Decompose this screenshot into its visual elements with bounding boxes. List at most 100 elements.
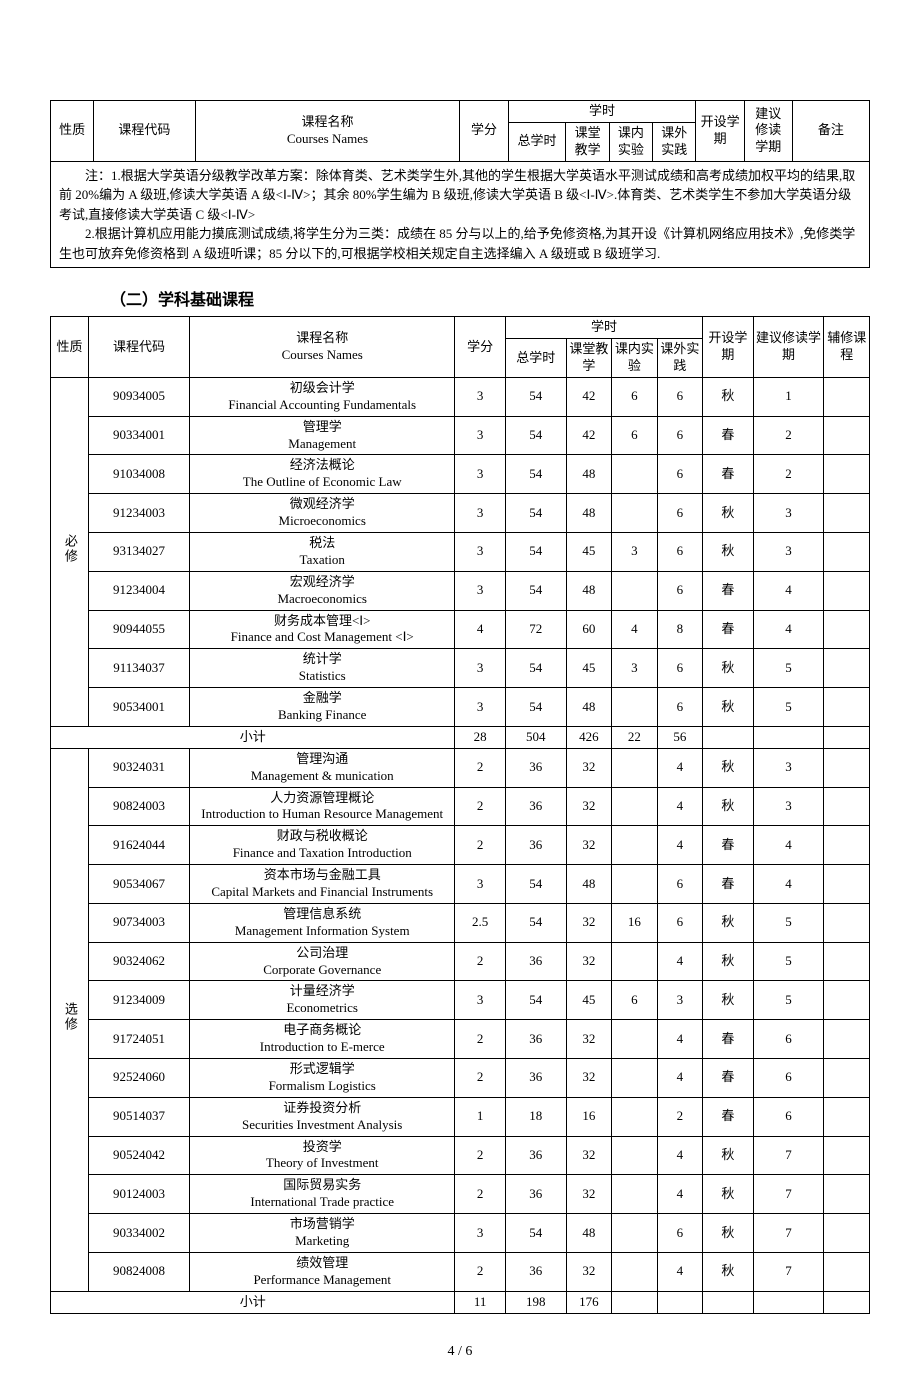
- cell-minor: [824, 748, 870, 787]
- cell-minor: [824, 981, 870, 1020]
- col-in-lab: 课内实验: [609, 122, 652, 161]
- cell-minor: [824, 532, 870, 571]
- cell-lab: [612, 826, 657, 865]
- cell-code: 91034008: [88, 455, 189, 494]
- subtotal-out: 56: [657, 726, 703, 748]
- cell-lab: 6: [612, 377, 657, 416]
- cell-total: 54: [505, 865, 566, 904]
- cell-sugg: 1: [753, 377, 824, 416]
- cell-teach: 32: [566, 748, 611, 787]
- cell-sugg: 2: [753, 455, 824, 494]
- cell-code: 90124003: [88, 1175, 189, 1214]
- cell-term: 秋: [703, 942, 754, 981]
- cell-term: 秋: [703, 748, 754, 787]
- cell-credit: 2: [455, 1175, 506, 1214]
- cell-sugg: 3: [753, 748, 824, 787]
- cell-term: 春: [703, 865, 754, 904]
- subtotal-lab: [612, 1291, 657, 1313]
- table-row: 91134037统计学Statistics3544536秋5: [51, 649, 870, 688]
- cell-out: 6: [657, 377, 703, 416]
- cell-name: 国际贸易实务International Trade practice: [190, 1175, 455, 1214]
- cell-total: 54: [505, 377, 566, 416]
- col-name-cn: 课程名称: [301, 114, 353, 129]
- cell-teach: 48: [566, 688, 611, 727]
- table-row: 91234003微观经济学Microeconomics354486秋3: [51, 494, 870, 533]
- cell-name: 证券投资分析Securities Investment Analysis: [190, 1097, 455, 1136]
- cell-total: 54: [505, 688, 566, 727]
- cell-total: 54: [505, 571, 566, 610]
- subtotal-row: 小计285044262256: [51, 726, 870, 748]
- cell-teach: 42: [566, 377, 611, 416]
- cell-lab: 6: [612, 981, 657, 1020]
- cell-sugg: 7: [753, 1136, 824, 1175]
- cell-name: 管理信息系统Management Information System: [190, 903, 455, 942]
- cell-credit: 3: [455, 532, 506, 571]
- cell-credit: 3: [455, 688, 506, 727]
- cell-minor: [824, 1059, 870, 1098]
- cell-minor: [824, 787, 870, 826]
- cell-credit: 2.5: [455, 903, 506, 942]
- cell-name: 金融学Banking Finance: [190, 688, 455, 727]
- col-credit: 学分: [455, 317, 506, 378]
- cell-credit: 2: [455, 1059, 506, 1098]
- cell-code: 90334001: [88, 416, 189, 455]
- col-sugg-term: 建议 修读 学期: [744, 101, 792, 162]
- table-row: 91234004宏观经济学Macroeconomics354486春4: [51, 571, 870, 610]
- cell-out: 4: [657, 826, 703, 865]
- cell-teach: 32: [566, 787, 611, 826]
- cell-code: 91134037: [88, 649, 189, 688]
- cell-minor: [824, 1136, 870, 1175]
- col-name-en: Courses Names: [287, 131, 368, 146]
- col-code: 课程代码: [88, 317, 189, 378]
- cell-credit: 2: [455, 942, 506, 981]
- cell-total: 36: [505, 1252, 566, 1291]
- cell-lab: [612, 787, 657, 826]
- cell-name: 经济法概论The Outline of Economic Law: [190, 455, 455, 494]
- cell-out: 4: [657, 748, 703, 787]
- subtotal-label: 小计: [51, 726, 455, 748]
- cell-out: 4: [657, 1059, 703, 1098]
- col-hours: 学时: [505, 317, 702, 339]
- cell-sugg: 4: [753, 865, 824, 904]
- table-row: 90824008绩效管理Performance Management236324…: [51, 1252, 870, 1291]
- cell-name: 市场营销学Marketing: [190, 1214, 455, 1253]
- table-row: 91724051电子商务概论Introduction to E-merce236…: [51, 1020, 870, 1059]
- cell-credit: 2: [455, 826, 506, 865]
- sugg-l1: 建议: [755, 106, 781, 121]
- cell-lab: [612, 1175, 657, 1214]
- cell-term: 秋: [703, 377, 754, 416]
- cell-code: 90534001: [88, 688, 189, 727]
- table-row: 90534001金融学Banking Finance354486秋5: [51, 688, 870, 727]
- cell-code: 91624044: [88, 826, 189, 865]
- cell-lab: [612, 571, 657, 610]
- cell-name: 微观经济学Microeconomics: [190, 494, 455, 533]
- cell-sugg: 3: [753, 787, 824, 826]
- subtotal-sugg: [753, 1291, 824, 1313]
- cell-term: 秋: [703, 494, 754, 533]
- col-nature: 性质: [51, 101, 94, 162]
- cell-lab: 6: [612, 416, 657, 455]
- cell-lab: [612, 455, 657, 494]
- cell-lab: [612, 1214, 657, 1253]
- cell-lab: [612, 494, 657, 533]
- col-remark: 备注: [792, 101, 869, 162]
- cell-name: 绩效管理Performance Management: [190, 1252, 455, 1291]
- cell-name: 人力资源管理概论Introduction to Human Resource M…: [190, 787, 455, 826]
- cell-teach: 48: [566, 455, 611, 494]
- cell-code: 90534067: [88, 865, 189, 904]
- col-open-term: 开设学期: [696, 101, 744, 162]
- cell-name: 投资学Theory of Investment: [190, 1136, 455, 1175]
- cell-code: 90324062: [88, 942, 189, 981]
- cell-sugg: 2: [753, 416, 824, 455]
- cell-term: 春: [703, 826, 754, 865]
- cell-teach: 32: [566, 942, 611, 981]
- cell-sugg: 7: [753, 1214, 824, 1253]
- cell-term: 秋: [703, 532, 754, 571]
- table-row: 注：1.根据大学英语分级教学改革方案：除体育类、艺术类学生外,其他的学生根据大学…: [51, 161, 870, 268]
- table1-note: 注：1.根据大学英语分级教学改革方案：除体育类、艺术类学生外,其他的学生根据大学…: [51, 161, 870, 268]
- cell-out: 4: [657, 1020, 703, 1059]
- cell-out: 4: [657, 942, 703, 981]
- cell-out: 6: [657, 571, 703, 610]
- cell-teach: 45: [566, 649, 611, 688]
- cell-minor: [824, 865, 870, 904]
